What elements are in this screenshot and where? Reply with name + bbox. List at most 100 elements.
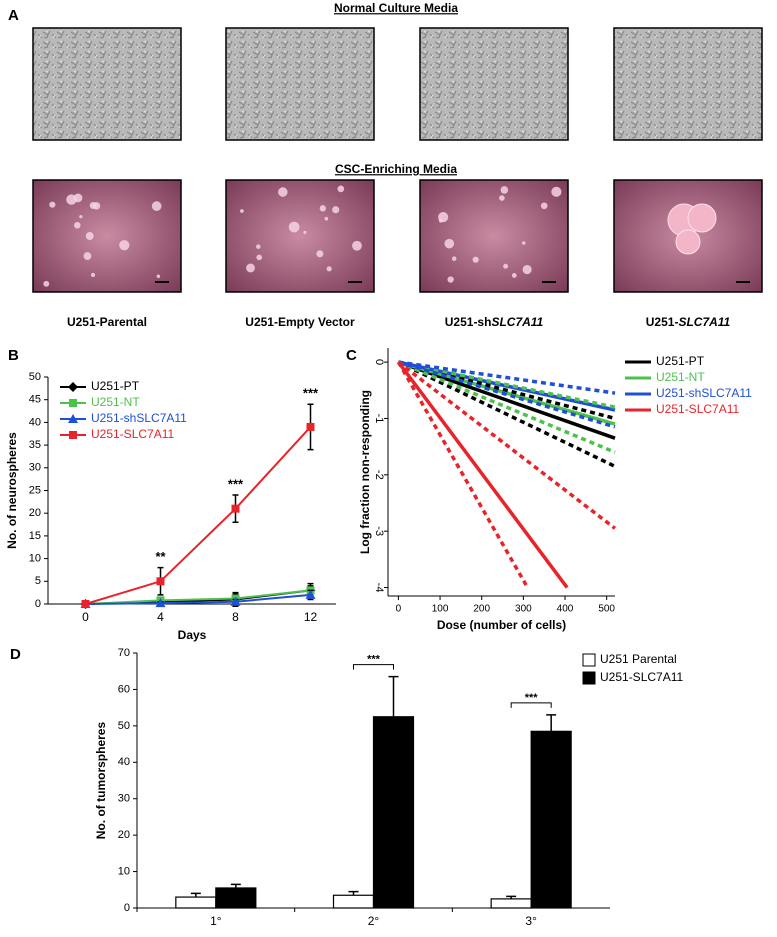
caption: U251-Parental (67, 315, 147, 329)
image (225, 27, 375, 141)
error-bar (348, 890, 359, 896)
x-tick-label: 2° (368, 914, 380, 928)
y-tick-label: -2 (373, 470, 385, 480)
marker (69, 431, 77, 439)
bar (175, 896, 217, 909)
annotation: *** (228, 476, 244, 491)
annotation: *** (303, 386, 319, 401)
panel-label: B (8, 347, 19, 364)
sphere (352, 240, 362, 251)
error-bar (546, 714, 557, 732)
series-line (85, 426, 312, 605)
image (225, 179, 375, 293)
x-tick-label: 0 (396, 604, 402, 615)
sphere (246, 263, 255, 273)
y-axis-label: No. of neurospheres (5, 432, 19, 549)
y-axis-label: No. of tumorspheres (94, 722, 108, 840)
caption-part: U251- (646, 315, 679, 329)
sphere (83, 252, 92, 260)
legend-swatch (582, 653, 596, 667)
bar (215, 887, 257, 909)
bar (490, 898, 532, 909)
legend-label: U251-shSLC7A11 (91, 411, 187, 425)
sphere (256, 244, 261, 249)
legend-label: U251-SLC7A11 (91, 427, 174, 441)
sphere (256, 254, 263, 261)
sphere (119, 240, 130, 251)
series-line (397, 360, 616, 468)
legend-label: U251-PT (656, 354, 705, 368)
error-bar (190, 892, 201, 898)
sphere (288, 221, 300, 233)
sphere (503, 263, 509, 269)
x-axis-label: Dose (number of cells) (437, 618, 566, 632)
x-tick-label: 300 (515, 604, 532, 615)
sphere (156, 274, 161, 279)
sphere (316, 250, 324, 258)
marker (305, 589, 316, 599)
series-line (397, 360, 616, 454)
sphere (90, 272, 96, 278)
series-line (397, 361, 569, 589)
image (32, 27, 182, 141)
caption-part: SLC7A11 (491, 315, 543, 329)
sphere (319, 205, 326, 212)
y-tick-label: 10 (118, 865, 130, 877)
caption: U251-SLC7A11 (646, 315, 731, 329)
x-tick-label: 500 (598, 604, 615, 615)
chart: D 0 10 20 30 40 50 60 70 1° 2° 3° No. of tumorsphere… (10, 646, 683, 928)
y-tick-label: 0 (124, 902, 130, 914)
marker (306, 422, 315, 431)
significance-bracket (353, 664, 394, 670)
caption-part: SLC7A11 (678, 315, 730, 329)
y-tick-label: -4 (373, 583, 385, 593)
panel-label: D (10, 646, 21, 663)
image (419, 179, 569, 293)
series-line (85, 593, 311, 605)
bar (372, 716, 415, 909)
significance-bracket (510, 702, 552, 708)
sphere (499, 195, 505, 201)
marker (155, 598, 166, 608)
y-tick-label: -3 (373, 526, 385, 536)
y-tick-label: 35 (29, 439, 41, 451)
annotation: *** (525, 692, 539, 704)
x-axis-label: Days (178, 628, 207, 642)
caption-part: U251-Empty Vector (245, 315, 355, 329)
y-tick-label: 0 (373, 359, 385, 365)
micrograph (32, 27, 182, 141)
row-title: CSC-Enriching Media (335, 162, 457, 176)
legend-label: U251-NT (91, 395, 140, 409)
sphere (447, 276, 454, 283)
sphere (85, 232, 94, 241)
sphere (522, 264, 532, 275)
legend-label: U251-SLC7A11 (656, 402, 739, 416)
sphere (451, 256, 457, 261)
sphere (551, 186, 562, 197)
series-line (85, 589, 311, 605)
error-bar (506, 895, 517, 899)
marker (156, 577, 165, 586)
sphere (73, 193, 83, 203)
image (32, 179, 182, 293)
marker (81, 600, 90, 608)
y-axis-label: Log fraction non-responding (358, 390, 372, 554)
y-tick-label: 0 (35, 598, 41, 610)
x-tick-label: 100 (432, 604, 449, 615)
marker (68, 382, 78, 392)
y-tick-label: -1 (373, 414, 385, 424)
y-tick-label: 30 (118, 793, 130, 805)
sphere (278, 187, 288, 197)
y-tick-label: 45 (29, 394, 41, 406)
chart: C 0 -1 -2 -3 -4 0 100 200 300 400 500 Dose (number o… (346, 347, 752, 632)
micrograph (32, 179, 182, 293)
sphere (500, 186, 509, 194)
sphere (472, 256, 479, 263)
y-tick-label: 5 (35, 575, 41, 587)
annotation: ** (155, 549, 166, 564)
y-tick-label: 50 (29, 371, 41, 383)
image (419, 27, 569, 141)
error-bar (230, 883, 241, 888)
x-tick-label: 12 (304, 610, 318, 624)
